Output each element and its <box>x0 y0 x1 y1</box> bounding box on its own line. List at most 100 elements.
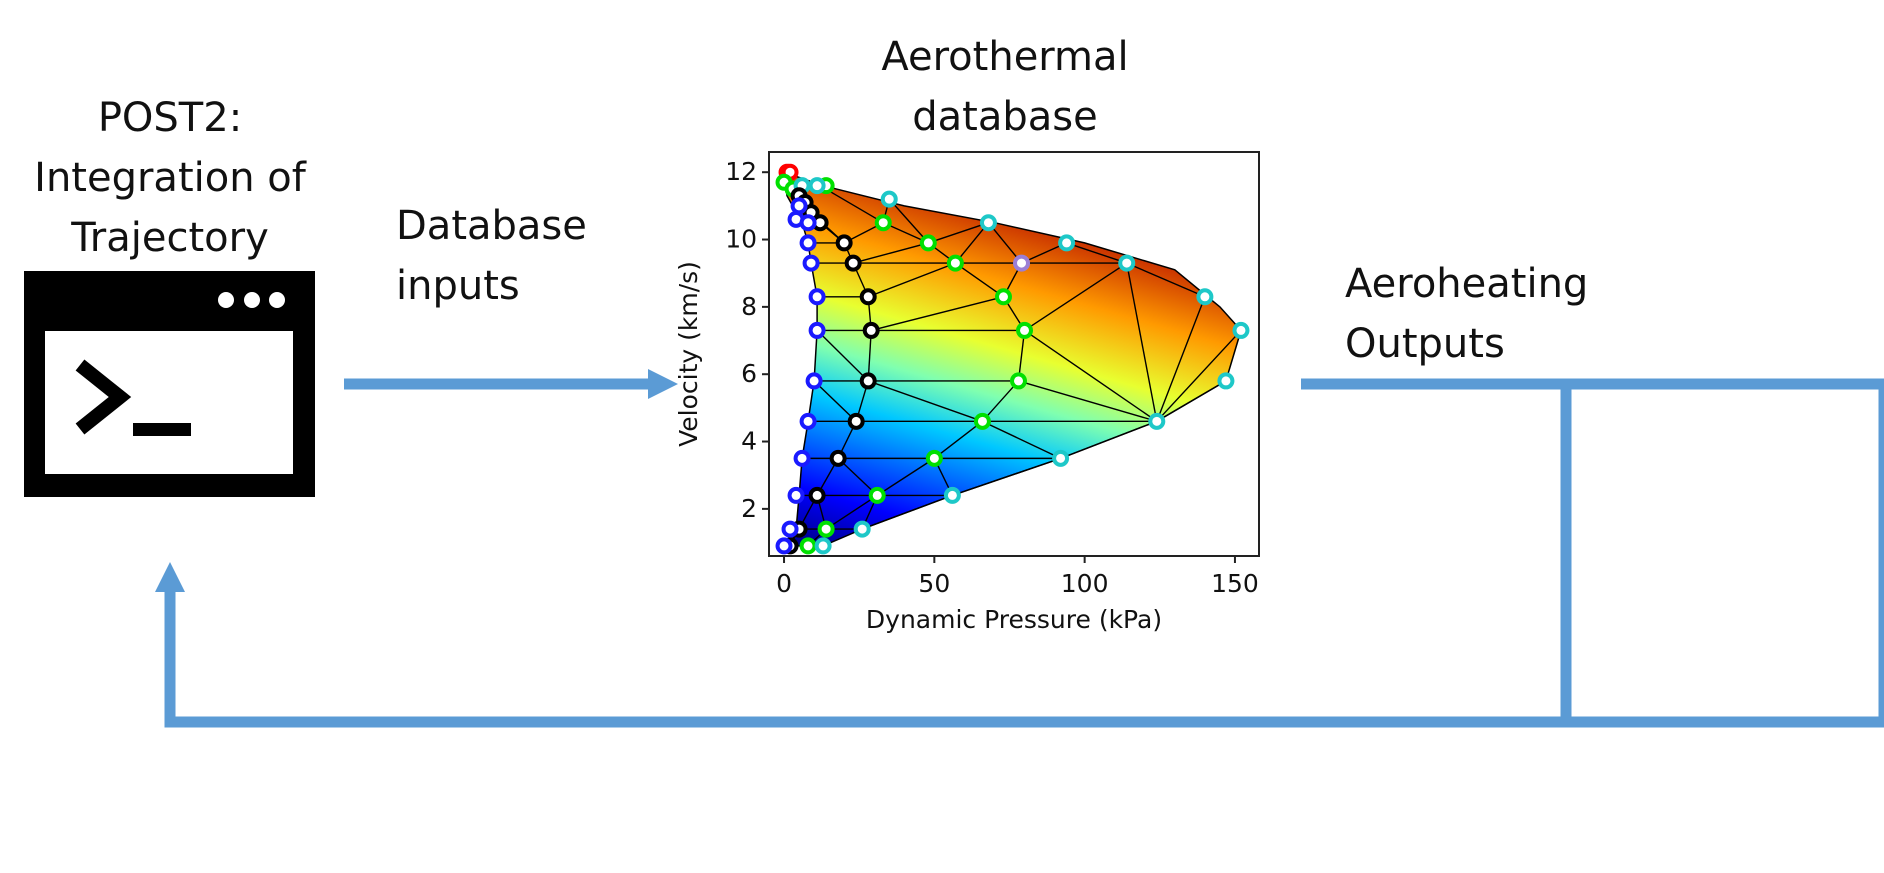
triangulation-edge <box>876 457 935 496</box>
triangulation-edge <box>1018 380 1157 423</box>
data-point <box>808 177 826 195</box>
y-tick-label: 8 <box>741 292 757 321</box>
data-point <box>943 486 961 504</box>
data-point <box>787 486 805 504</box>
data-point <box>946 254 964 272</box>
triangulation-edge <box>1024 329 1158 422</box>
triangulation-edge <box>954 262 1004 298</box>
data-point <box>808 486 826 504</box>
triangulation-edge <box>1060 420 1158 460</box>
data-point <box>1196 288 1214 306</box>
x-tick-label: 0 <box>776 569 792 598</box>
data-point <box>835 234 853 252</box>
x-axis-label: Dynamic Pressure (kPa) <box>866 605 1162 634</box>
triangulation-edge <box>825 494 878 530</box>
triangulation-edge <box>1066 242 1127 264</box>
data-point <box>799 214 817 232</box>
triangulation-edge <box>861 494 953 530</box>
data-point <box>859 288 877 306</box>
data-point <box>1217 372 1235 390</box>
data-point <box>808 321 826 339</box>
triangulation-edge <box>981 380 1020 422</box>
x-tick-label: 100 <box>1061 569 1109 598</box>
data-point <box>868 486 886 504</box>
data-point <box>1058 234 1076 252</box>
data-point <box>802 254 820 272</box>
aerothermal-database-title: Aerothermal database <box>880 27 1130 147</box>
triangulation-edge <box>888 198 929 244</box>
y-tick-label: 4 <box>741 427 757 456</box>
y-tick-label: 6 <box>741 359 757 388</box>
data-point <box>799 412 817 430</box>
y-axis-label: Velocity (km/s) <box>674 261 703 447</box>
aeroheating-outputs-label: Aeroheating Outputs <box>1345 254 1588 374</box>
database-inputs-line-2: inputs <box>396 263 520 309</box>
data-point <box>853 520 871 538</box>
aerothermal-title-line-1: Aerothermal <box>881 34 1129 80</box>
triangulation-edge <box>867 380 983 422</box>
data-point <box>1232 321 1250 339</box>
aerothermal-title-line-2: database <box>912 94 1098 140</box>
data-point <box>808 288 826 306</box>
triangulation-edge <box>1126 262 1206 298</box>
data-point <box>862 321 880 339</box>
data-point <box>919 234 937 252</box>
data-point <box>817 520 835 538</box>
data-point <box>973 412 991 430</box>
triangulation-edge <box>1024 262 1128 332</box>
data-point <box>1148 412 1166 430</box>
post2-title-line-2: Integration of <box>34 155 306 201</box>
data-point <box>979 214 997 232</box>
aeroheating-outputs-line-1: Aeroheating <box>1345 261 1589 307</box>
triangulation-edge <box>987 222 1023 264</box>
data-point <box>1010 372 1028 390</box>
triangulation-edge <box>1156 329 1242 422</box>
database-inputs-line-1: Database <box>396 203 587 249</box>
data-point <box>844 254 862 272</box>
database-points <box>775 163 1250 555</box>
database-inputs-label: Database inputs <box>396 196 587 316</box>
y-tick-label: 10 <box>725 225 757 254</box>
data-point <box>1118 254 1136 272</box>
x-tick-label: 150 <box>1211 569 1259 598</box>
triangulation-edge <box>982 420 1061 459</box>
triangulation-edge <box>867 262 956 298</box>
triangulation-edge <box>933 420 983 459</box>
data-point <box>847 412 865 430</box>
x-tick-label: 50 <box>918 569 950 598</box>
data-point <box>781 520 799 538</box>
triangulation-edge <box>1156 380 1227 422</box>
data-point <box>1016 321 1034 339</box>
triangulation-edge <box>871 296 1004 332</box>
data-point <box>874 214 892 232</box>
data-point <box>829 449 847 467</box>
post2-title-line-3: Trajectory <box>71 215 269 261</box>
data-point <box>805 372 823 390</box>
triangulation-edge <box>816 329 869 382</box>
triangulation-edge <box>1156 296 1206 422</box>
data-point <box>1013 254 1031 272</box>
triangulation-edge <box>952 457 1061 497</box>
aerothermal-chart: 0 50 100 150 2 4 6 8 10 12 Dynamic Pressure (kPa)… <box>674 151 1260 634</box>
post2-title: POST2: Integration of Trajectory <box>20 88 320 268</box>
triangulation-edge <box>813 380 857 422</box>
triangulation-edge <box>1126 262 1158 422</box>
data-point <box>799 234 817 252</box>
axis-ticks: 0 50 100 150 2 4 6 8 10 12 <box>725 157 1259 598</box>
post2-title-line-1: POST2: <box>97 95 243 141</box>
triangulation-edge <box>837 457 878 496</box>
data-point <box>925 449 943 467</box>
data-point <box>775 537 793 555</box>
data-point <box>814 537 832 555</box>
y-tick-label: 2 <box>741 494 757 523</box>
data-point <box>1052 449 1070 467</box>
terminal-window-icon <box>24 271 315 497</box>
data-point <box>793 449 811 467</box>
y-tick-label: 12 <box>725 157 757 186</box>
triangulation-edge <box>928 222 989 244</box>
aeroheating-outputs-line-2: Outputs <box>1345 321 1505 367</box>
aeroheating-feedback-arrow <box>155 378 1884 728</box>
data-point <box>880 190 898 208</box>
data-point <box>799 537 817 555</box>
